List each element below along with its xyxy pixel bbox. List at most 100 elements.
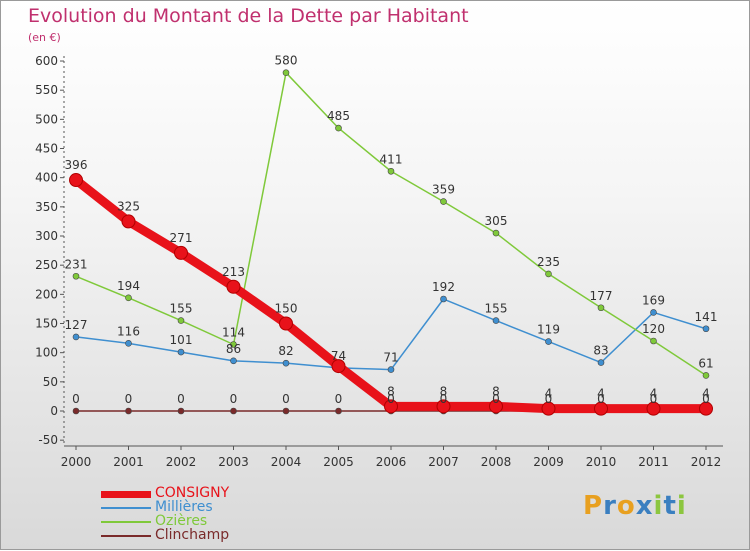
x-tick-label: 2008 bbox=[481, 455, 512, 469]
data-point bbox=[545, 270, 552, 278]
data-label: 231 bbox=[65, 257, 88, 271]
data-point bbox=[279, 316, 293, 331]
data-label: 235 bbox=[537, 255, 560, 269]
data-label: 194 bbox=[117, 279, 140, 293]
data-point bbox=[282, 69, 290, 76]
data-point bbox=[594, 401, 608, 416]
data-label: 71 bbox=[383, 351, 398, 365]
data-point bbox=[646, 401, 661, 416]
x-tick-label: 2010 bbox=[586, 455, 617, 469]
data-point bbox=[650, 309, 657, 316]
x-tick-label: 2006 bbox=[376, 455, 407, 469]
data-label: 411 bbox=[380, 152, 403, 166]
data-label: 0 bbox=[440, 392, 448, 406]
data-point bbox=[69, 173, 83, 188]
data-label: 359 bbox=[432, 183, 455, 197]
data-label: 485 bbox=[327, 109, 350, 123]
data-label: 0 bbox=[282, 392, 290, 406]
legend-label: Clinchamp bbox=[155, 527, 230, 543]
data-point bbox=[125, 407, 132, 415]
x-tick-label: 2011 bbox=[638, 455, 669, 469]
x-tick-label: 2004 bbox=[271, 455, 302, 469]
data-point bbox=[331, 359, 346, 374]
chart-subtitle: (en €) bbox=[28, 31, 61, 44]
data-label: 305 bbox=[485, 214, 508, 228]
data-label: 0 bbox=[125, 392, 133, 406]
data-label: 127 bbox=[65, 318, 88, 332]
y-tick-label: 450 bbox=[35, 142, 58, 156]
data-label: 8 bbox=[387, 384, 395, 398]
x-tick-label: 2012 bbox=[691, 455, 722, 469]
data-point bbox=[597, 304, 605, 312]
y-tick-label: 500 bbox=[35, 112, 58, 126]
data-point bbox=[702, 372, 710, 379]
data-label: 120 bbox=[642, 322, 665, 336]
data-point bbox=[387, 366, 395, 373]
legend-swatch bbox=[101, 535, 151, 537]
data-point bbox=[177, 348, 185, 356]
data-point bbox=[492, 317, 500, 324]
data-label: 4 bbox=[702, 387, 710, 401]
proxiti-logo: Proxiti bbox=[583, 491, 687, 521]
y-tick-label: 150 bbox=[35, 317, 58, 331]
data-point bbox=[125, 294, 132, 302]
legend-label: CONSIGNY bbox=[155, 485, 230, 501]
legend-label: Ozières bbox=[155, 513, 208, 529]
data-point bbox=[387, 167, 395, 175]
data-point bbox=[282, 359, 290, 367]
data-point bbox=[282, 407, 290, 415]
y-tick-label: -50 bbox=[38, 433, 58, 447]
x-tick-label: 2000 bbox=[61, 455, 92, 469]
data-point bbox=[174, 245, 188, 260]
legend-label: Millières bbox=[155, 499, 213, 515]
data-point bbox=[545, 338, 552, 345]
data-label: 192 bbox=[432, 280, 455, 294]
data-labels: 396 325 271 213 150 8 8 8 4 4 4 4 127 116 101 86 82 74 71 1… bbox=[65, 54, 718, 406]
y-tick-label: 0 bbox=[50, 404, 58, 418]
data-point bbox=[335, 407, 342, 415]
data-point bbox=[72, 272, 80, 280]
data-point bbox=[699, 401, 713, 416]
x-tick-label: 2002 bbox=[166, 455, 197, 469]
y-tick-label: 400 bbox=[35, 171, 58, 185]
data-label: 61 bbox=[698, 356, 713, 370]
data-point bbox=[597, 359, 605, 366]
data-label: 0 bbox=[177, 392, 185, 406]
data-label: 4 bbox=[650, 387, 658, 401]
data-label: 177 bbox=[590, 289, 613, 303]
data-label: 0 bbox=[545, 392, 553, 406]
legend-swatch bbox=[101, 491, 151, 498]
data-label: 114 bbox=[222, 326, 245, 340]
data-point bbox=[177, 407, 185, 415]
data-label: 0 bbox=[597, 392, 605, 406]
logo-letter: x bbox=[635, 491, 654, 521]
logo-letter: t bbox=[663, 491, 677, 521]
data-label: 0 bbox=[335, 392, 343, 406]
data-label: 396 bbox=[65, 158, 88, 172]
data-label: 83 bbox=[593, 344, 608, 358]
y-tick-label: 350 bbox=[35, 200, 58, 214]
data-point bbox=[440, 295, 447, 303]
y-tick-label: 250 bbox=[35, 258, 58, 272]
data-point bbox=[492, 229, 500, 237]
data-label: 4 bbox=[545, 387, 553, 401]
data-label: 8 bbox=[440, 384, 448, 398]
logo-letter: r bbox=[603, 491, 617, 521]
data-label: 0 bbox=[72, 392, 80, 406]
data-point bbox=[121, 214, 136, 229]
logo-letter: i bbox=[653, 491, 664, 521]
x-tick-label: 2005 bbox=[323, 455, 354, 469]
y-tick-label: 550 bbox=[35, 83, 58, 97]
data-label: 119 bbox=[537, 323, 560, 337]
data-label: 141 bbox=[695, 310, 718, 324]
data-label: 271 bbox=[170, 231, 193, 245]
data-point bbox=[335, 124, 342, 132]
data-label: 155 bbox=[485, 302, 508, 316]
y-tick-label: 50 bbox=[43, 375, 58, 389]
data-point bbox=[230, 357, 237, 365]
data-label: 0 bbox=[230, 392, 238, 406]
legend-swatch bbox=[101, 521, 151, 523]
data-label: 4 bbox=[597, 387, 605, 401]
data-label: 213 bbox=[222, 265, 245, 279]
chart-title: Evolution du Montant de la Dette par Hab… bbox=[28, 5, 469, 27]
